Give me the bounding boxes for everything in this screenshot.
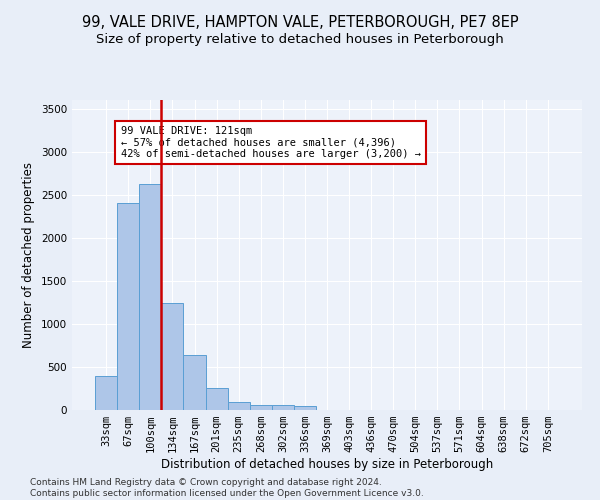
X-axis label: Distribution of detached houses by size in Peterborough: Distribution of detached houses by size …	[161, 458, 493, 471]
Bar	[161, 303, 184, 410]
Bar	[206, 388, 227, 410]
Bar	[272, 406, 294, 410]
Text: 99, VALE DRIVE, HAMPTON VALE, PETERBOROUGH, PE7 8EP: 99, VALE DRIVE, HAMPTON VALE, PETERBOROU…	[82, 15, 518, 30]
Text: 99 VALE DRIVE: 121sqm
← 57% of detached houses are smaller (4,396)
42% of semi-d: 99 VALE DRIVE: 121sqm ← 57% of detached …	[121, 126, 421, 159]
Bar	[184, 355, 206, 410]
Bar	[294, 406, 316, 410]
Y-axis label: Number of detached properties: Number of detached properties	[22, 162, 35, 348]
Bar	[227, 402, 250, 410]
Bar	[250, 405, 272, 410]
Text: Size of property relative to detached houses in Peterborough: Size of property relative to detached ho…	[96, 32, 504, 46]
Bar	[139, 184, 161, 410]
Bar	[117, 204, 139, 410]
Text: Contains HM Land Registry data © Crown copyright and database right 2024.
Contai: Contains HM Land Registry data © Crown c…	[30, 478, 424, 498]
Bar	[95, 376, 117, 410]
